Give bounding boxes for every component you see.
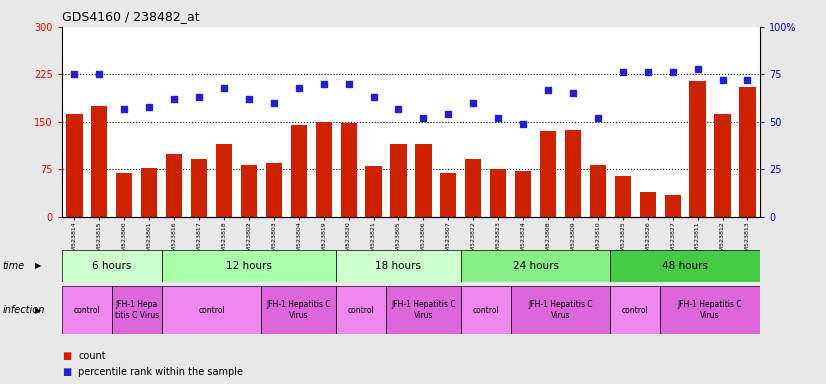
Point — [192, 94, 206, 100]
Bar — [461, 250, 610, 282]
Text: 18 hours: 18 hours — [376, 261, 421, 271]
Bar — [590, 165, 606, 217]
Bar — [66, 114, 83, 217]
Text: ▶: ▶ — [35, 262, 41, 270]
Point — [168, 96, 181, 102]
Bar — [162, 250, 336, 282]
Point — [93, 71, 106, 78]
Point — [516, 121, 529, 127]
Text: ■: ■ — [62, 367, 71, 377]
Text: ■: ■ — [62, 351, 71, 361]
Text: 12 hours: 12 hours — [225, 261, 272, 271]
Bar — [615, 176, 631, 217]
Text: control: control — [198, 306, 225, 314]
Bar — [510, 286, 610, 334]
Text: ▶: ▶ — [35, 306, 41, 314]
Text: 48 hours: 48 hours — [662, 261, 708, 271]
Text: JFH-1 Hepatitis C
Virus: JFH-1 Hepatitis C Virus — [678, 300, 743, 320]
Point — [442, 111, 455, 118]
Bar — [739, 87, 756, 217]
Bar — [565, 129, 581, 217]
Bar — [386, 286, 461, 334]
Point — [491, 115, 505, 121]
Point — [68, 71, 81, 78]
Bar — [261, 286, 336, 334]
Bar — [336, 250, 461, 282]
Point — [143, 104, 156, 110]
Bar — [461, 286, 510, 334]
Bar — [639, 192, 656, 217]
Point — [417, 115, 430, 121]
Point — [591, 115, 605, 121]
Text: control: control — [622, 306, 648, 314]
Text: 6 hours: 6 hours — [93, 261, 131, 271]
Bar — [116, 173, 132, 217]
Point — [641, 70, 654, 76]
Bar — [191, 159, 207, 217]
Bar — [465, 159, 482, 217]
Text: control: control — [74, 306, 100, 314]
Bar — [162, 286, 261, 334]
Text: percentile rank within the sample: percentile rank within the sample — [78, 367, 244, 377]
Text: infection: infection — [2, 305, 45, 315]
Bar — [490, 169, 506, 217]
Point — [616, 70, 629, 76]
Bar — [415, 144, 431, 217]
Point — [217, 84, 230, 91]
Text: time: time — [2, 261, 25, 271]
Bar — [440, 173, 457, 217]
Bar — [365, 166, 382, 217]
Text: control: control — [348, 306, 374, 314]
Text: JFH-1 Hepa
titis C Virus: JFH-1 Hepa titis C Virus — [115, 300, 159, 320]
Bar — [690, 81, 705, 217]
Text: count: count — [78, 351, 106, 361]
Text: JFH-1 Hepatitis C
Virus: JFH-1 Hepatitis C Virus — [528, 300, 593, 320]
Point — [541, 86, 554, 93]
Point — [342, 81, 355, 87]
Bar — [610, 286, 660, 334]
Bar — [241, 165, 257, 217]
Bar — [91, 106, 107, 217]
Point — [666, 70, 679, 76]
Point — [716, 77, 729, 83]
Point — [292, 84, 306, 91]
Point — [392, 106, 405, 112]
Point — [567, 90, 580, 96]
Bar — [540, 131, 556, 217]
Point — [317, 81, 330, 87]
Point — [467, 100, 480, 106]
Bar — [660, 286, 760, 334]
Bar — [291, 125, 307, 217]
Bar — [216, 144, 232, 217]
Point — [367, 94, 380, 100]
Point — [268, 100, 281, 106]
Bar — [391, 144, 406, 217]
Text: 24 hours: 24 hours — [513, 261, 558, 271]
Bar — [141, 167, 157, 217]
Bar — [665, 195, 681, 217]
Text: JFH-1 Hepatitis C
Virus: JFH-1 Hepatitis C Virus — [267, 300, 331, 320]
Bar — [62, 286, 112, 334]
Bar — [266, 163, 282, 217]
Bar — [610, 250, 760, 282]
Point — [117, 106, 131, 112]
Text: GDS4160 / 238482_at: GDS4160 / 238482_at — [62, 10, 200, 23]
Bar — [62, 250, 162, 282]
Text: JFH-1 Hepatitis C
Virus: JFH-1 Hepatitis C Virus — [391, 300, 456, 320]
Point — [691, 66, 705, 72]
Text: control: control — [472, 306, 499, 314]
Bar — [340, 123, 357, 217]
Bar — [714, 114, 731, 217]
Bar — [316, 122, 332, 217]
Point — [242, 96, 255, 102]
Point — [741, 77, 754, 83]
Bar — [515, 171, 531, 217]
Bar — [336, 286, 386, 334]
Bar — [166, 154, 183, 217]
Bar — [112, 286, 162, 334]
